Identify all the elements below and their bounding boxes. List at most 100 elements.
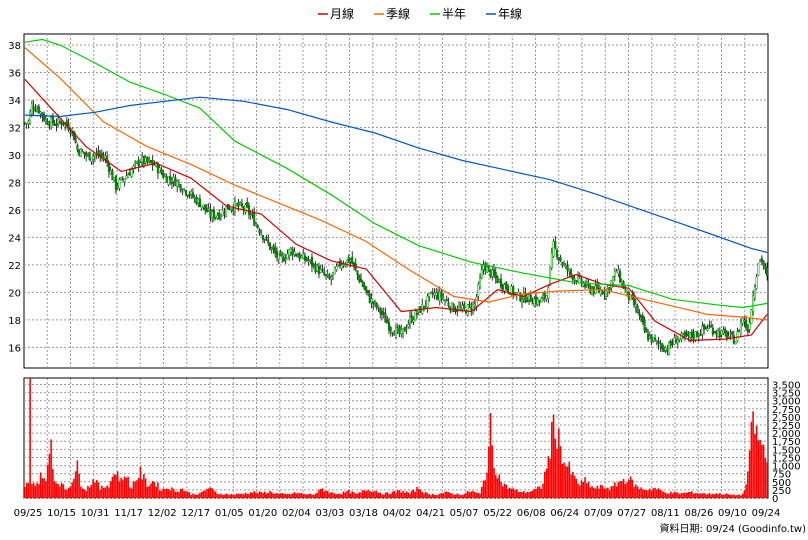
candle-body [536, 298, 539, 306]
volume-bar [137, 477, 140, 498]
candle-body [482, 265, 485, 270]
candle-body [216, 215, 219, 219]
volume-bar [269, 490, 271, 498]
volume-bar [204, 490, 206, 498]
volume-bar [594, 488, 597, 498]
volume-bar [346, 490, 348, 498]
volume-bar [295, 493, 298, 498]
candle-body [759, 259, 762, 262]
candle-body [148, 159, 151, 162]
volume-bar [554, 438, 557, 498]
volume-bar [197, 494, 199, 498]
volume-bar [692, 493, 695, 498]
volume-bar [724, 494, 726, 498]
price-tick-label: 34 [8, 96, 21, 107]
volume-bar [29, 378, 31, 498]
candle-body [48, 124, 51, 127]
volume-bar [486, 472, 488, 498]
candle-body [405, 328, 408, 331]
volume-bar [615, 486, 618, 498]
volume-tick-label: 3,250 [772, 389, 801, 400]
volume-bar [736, 494, 739, 498]
volume-bar [412, 489, 415, 498]
volume-bar [598, 488, 600, 498]
volume-bar [393, 490, 396, 498]
candle-body [272, 245, 275, 250]
volume-bar [402, 490, 404, 498]
volume-bar [31, 484, 33, 498]
candle-body [615, 270, 618, 273]
candle-body [461, 305, 464, 310]
volume-bar [92, 479, 94, 498]
volume-bar [319, 488, 322, 498]
volume-bar [80, 486, 82, 498]
candle-body [377, 305, 380, 308]
volume-bar [130, 488, 133, 498]
candle-body [445, 298, 448, 302]
candle-body [191, 192, 194, 198]
volume-bar [286, 493, 289, 498]
candle-body [748, 322, 751, 330]
footer-date-label: 資料日期: 09/24 (Goodinfo.tw) [659, 522, 806, 535]
candle-body [123, 178, 126, 183]
candle-body [540, 297, 543, 303]
volume-bar [214, 491, 217, 498]
volume-bar [750, 421, 753, 498]
volume-bar [619, 481, 621, 498]
volume-bar [76, 460, 79, 498]
volume-bar [209, 487, 212, 498]
candle-body [298, 253, 301, 260]
volume-bar [172, 488, 175, 498]
candle-body [118, 179, 121, 189]
candle-body [121, 178, 124, 180]
candle-body [701, 325, 704, 335]
candle-body [116, 186, 119, 188]
candle-body [636, 305, 639, 314]
candle-body [577, 275, 580, 282]
volume-bar [300, 492, 303, 498]
volume-bar [321, 488, 324, 498]
date-tick-label: 07/27 [617, 508, 646, 519]
candle-body [351, 256, 354, 264]
volume-bar [88, 487, 91, 498]
candle-body [696, 331, 699, 338]
candle-body [498, 279, 501, 282]
volume-bar [612, 486, 614, 498]
candle-body [732, 335, 735, 345]
candle-body [566, 265, 569, 271]
volume-bar [354, 493, 357, 498]
candle-body [570, 269, 573, 275]
volume-bar [59, 486, 61, 498]
candle-body [113, 177, 116, 181]
volume-bar [143, 474, 145, 498]
volume-bar [60, 482, 63, 498]
volume-bar [626, 482, 628, 498]
volume-bar [475, 492, 478, 498]
volume-bar [500, 481, 502, 498]
candle-body [415, 313, 419, 315]
candle-body [146, 156, 149, 163]
volume-bar [25, 482, 28, 498]
volume-bar [482, 480, 485, 498]
volume-bar [57, 483, 59, 498]
volume-bar [479, 493, 481, 498]
candle-body [494, 272, 497, 278]
volume-bar [195, 494, 198, 498]
volume-bar [115, 474, 117, 498]
candle-body [176, 181, 179, 187]
volume-bar [507, 488, 509, 498]
volume-bar [414, 491, 417, 498]
volume-bar [274, 493, 276, 498]
volume-bar [94, 482, 96, 498]
candle-body [330, 277, 333, 280]
volume-bar [764, 458, 767, 498]
candle-body [79, 148, 82, 158]
candle-body [438, 291, 441, 301]
volume-bar [388, 493, 390, 498]
volume-bar [216, 493, 219, 498]
volume-bar [491, 445, 494, 498]
candle-body [643, 320, 646, 331]
volume-bar [431, 493, 434, 498]
volume-bar [608, 490, 611, 498]
volume-bar [449, 493, 452, 498]
